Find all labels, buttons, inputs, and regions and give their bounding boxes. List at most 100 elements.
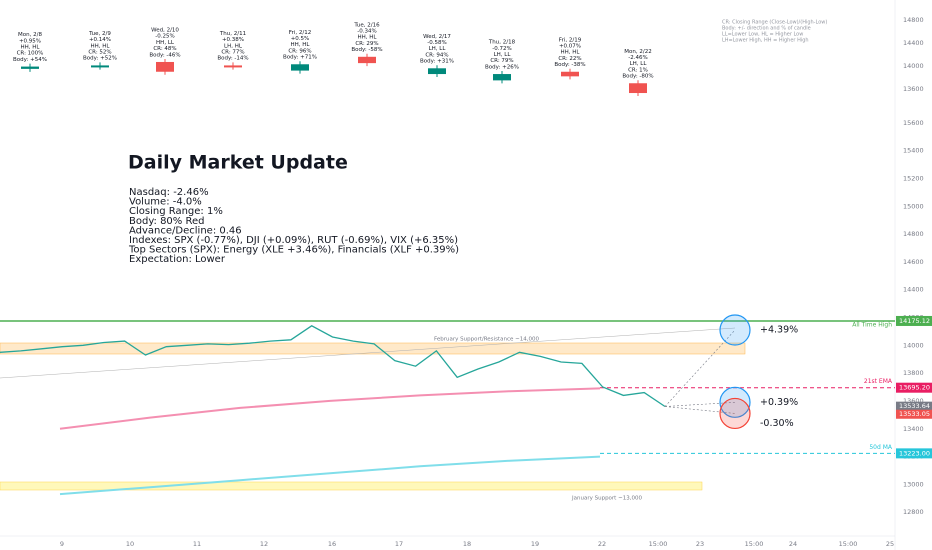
x-tick-label: 22 (598, 540, 606, 548)
day-summary: Wed, 2/10 (151, 27, 179, 33)
price-tag: 13695.20 (899, 384, 930, 392)
day-summary: LH, LL (429, 46, 447, 52)
candle (291, 64, 309, 71)
y-tick-label: 15000 (903, 202, 924, 210)
january-zone (0, 481, 703, 491)
day-summary: +0.5% (291, 36, 310, 42)
x-tick-label: 19 (531, 540, 539, 548)
x-tick-label: 15:00 (839, 540, 858, 548)
day-summary: +0.07% (559, 43, 581, 49)
reference-name: 21st EMA (864, 378, 893, 385)
february-zone (0, 342, 746, 355)
price-tag-bg (896, 409, 932, 419)
day-summary: LH, LL (630, 61, 648, 67)
legend-note: Body: +/- direction and % of candle (722, 26, 811, 32)
price-tag-bg (896, 382, 932, 393)
legend-note: LH=Lower High, HH = Higher High (722, 38, 809, 44)
day-summary: LH, HL (224, 43, 243, 49)
day-summary: CR: 96% (288, 48, 311, 54)
candle (91, 65, 109, 68)
day-summary: Thu, 2/11 (219, 31, 246, 37)
zone-label: February Support/Resistance ~14,000 (434, 337, 539, 343)
x-tick-label: 25 (886, 540, 894, 548)
target-label: +0.39% (760, 397, 798, 408)
day-summary: -0.25% (155, 34, 174, 40)
target-label: -0.30% (760, 418, 794, 429)
trend-line (0, 327, 736, 379)
title: Daily Market Update (128, 152, 348, 174)
day-summary: +0.14% (89, 37, 111, 43)
day-summary: CR: 22% (558, 56, 581, 62)
candle (428, 68, 446, 75)
day-summary: Tue, 2/9 (88, 31, 111, 37)
note: Indexes: SPX (-0.77%), DJI (+0.09%), RUT… (129, 235, 458, 246)
price-tag: 14175.12 (899, 317, 930, 325)
y-tick-label: 14800 (903, 230, 924, 238)
price-tag: 13223.00 (899, 449, 930, 457)
day-summary: CR: 48% (153, 46, 176, 52)
target (719, 397, 751, 430)
day-summary: Body: -14% (217, 56, 248, 62)
y-tick-label: 13400 (903, 425, 924, 433)
y-tick-label: 13600 (903, 397, 924, 405)
mini-y-tick-label: 14800 (903, 16, 924, 24)
candle (561, 71, 579, 77)
reference-name: All Time High (852, 321, 892, 328)
candle (224, 65, 242, 68)
projection (664, 329, 736, 407)
price-tag: 13533.05 (899, 410, 930, 418)
note: Volume: -4.0% (129, 197, 202, 208)
day-summary: Body: +54% (13, 57, 47, 63)
x-tick-label: 15:00 (649, 540, 668, 548)
day-summary: HH, LL (156, 40, 175, 46)
day-summary: CR: 77% (221, 50, 244, 56)
day-summary: HH, HL (21, 44, 41, 50)
series-line (0, 325, 666, 408)
day-summary: Thu, 2/18 (488, 40, 516, 46)
day-summary: LH, LL (494, 52, 512, 58)
y-tick-label: 12800 (903, 508, 924, 516)
note: Closing Range: 1% (129, 206, 223, 217)
day-summary: Body: +31% (420, 59, 454, 65)
x-tick-label: 18 (463, 540, 471, 548)
x-tick-label: 16 (328, 540, 336, 548)
y-tick-label: 15400 (903, 147, 924, 155)
day-summary: CR: 94% (425, 52, 448, 58)
day-summary: HH, HL (291, 42, 311, 48)
zone-label: January Support ~13,000 (571, 496, 642, 502)
note: Expectation: Lower (129, 254, 226, 265)
x-tick-label: 23 (696, 540, 704, 548)
y-tick-label: 14000 (903, 341, 924, 349)
candle (493, 74, 511, 81)
note: Top Sectors (SPX): Energy (XLE +3.46%), … (128, 245, 459, 256)
day-summary: Body: +52% (83, 56, 117, 62)
y-tick-label: 14400 (903, 286, 924, 294)
day-summary: HH, HL (561, 50, 581, 56)
day-summary: HH, HL (358, 35, 378, 41)
x-tick-label: 9 (60, 540, 64, 548)
x-tick-label: 11 (193, 540, 201, 548)
note: Nasdaq: -2.46% (129, 187, 209, 198)
x-tick-label: 15:00 (745, 540, 764, 548)
day-summary: Mon, 2/8 (18, 32, 42, 38)
x-tick-label: 10 (126, 540, 134, 548)
target-label: +4.39% (760, 325, 798, 336)
day-summary: +0.38% (222, 37, 244, 43)
price-tag: 13533.64 (899, 402, 930, 410)
x-tick-label: 17 (395, 540, 403, 548)
day-summary: Body: -46% (149, 52, 180, 58)
y-tick-label: 13000 (903, 480, 924, 488)
price-tag-bg (896, 401, 932, 411)
y-tick-label: 15200 (903, 174, 924, 182)
candle (156, 61, 174, 72)
candle (21, 66, 39, 69)
x-tick-label: 24 (789, 540, 797, 548)
day-summary: Fri, 2/12 (289, 30, 311, 36)
mini-y-tick-label: 14400 (903, 39, 924, 47)
mini-y-tick-label: 14000 (903, 62, 924, 70)
day-summary: Fri, 2/19 (559, 37, 582, 43)
day-summary: -0.34% (357, 29, 376, 35)
candle (358, 56, 376, 64)
day-summary: Body: -80% (622, 74, 653, 80)
day-summary: Tue, 2/16 (353, 22, 380, 28)
